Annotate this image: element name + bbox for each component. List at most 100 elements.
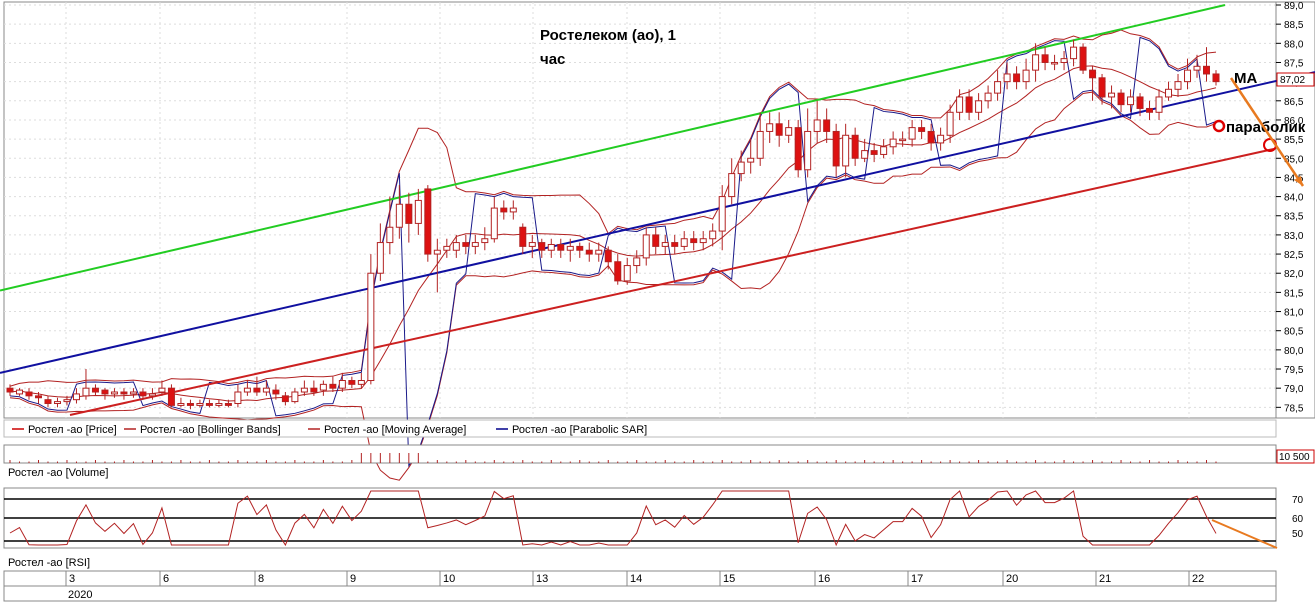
- price-axis-panel: [1275, 1, 1315, 419]
- candle-body: [709, 230, 717, 240]
- candle-body: [604, 249, 612, 263]
- candle-body: [1089, 69, 1097, 79]
- rsi-label: Ростел -ао [RSI]: [8, 557, 90, 569]
- candle-body: [728, 173, 736, 198]
- candle-body: [101, 389, 109, 395]
- trendline-lower: [69, 147, 1276, 416]
- candle-body: [1165, 88, 1173, 98]
- candle-body: [737, 161, 745, 175]
- candle-body: [1022, 69, 1030, 83]
- price-tick-label: 88,5: [1284, 20, 1304, 31]
- candle-body: [120, 391, 128, 395]
- price-tick-label: 78,5: [1284, 403, 1304, 414]
- candle-body: [338, 380, 346, 389]
- candle-body: [794, 127, 802, 171]
- candle-body: [1051, 61, 1059, 65]
- candle-body: [395, 203, 403, 228]
- candle-body: [1212, 73, 1220, 83]
- candle-body: [813, 119, 821, 132]
- price-tick-label: 87,5: [1284, 58, 1304, 69]
- price-tick-label: 85,5: [1284, 135, 1304, 146]
- candle-body: [34, 395, 42, 399]
- candle-body: [186, 403, 194, 406]
- horizontal-gridlines: [4, 4, 1276, 408]
- date-tick-label: 22: [1192, 573, 1204, 585]
- candle-body: [481, 238, 489, 244]
- date-tick-label: 3: [69, 573, 75, 585]
- candle-body: [1117, 92, 1125, 106]
- candle-body: [880, 146, 888, 155]
- candle-body: [889, 138, 897, 148]
- candle-body: [699, 238, 707, 244]
- date-tick-label: 14: [630, 573, 642, 585]
- candle-body: [595, 249, 603, 255]
- candle-body: [927, 130, 935, 144]
- candle-body: [224, 403, 232, 406]
- volume-value: 10 500: [1279, 452, 1310, 463]
- candle-body: [1155, 96, 1163, 113]
- candle-body: [205, 403, 213, 406]
- candle-body: [110, 391, 118, 395]
- date-tick-label: 20: [1006, 573, 1018, 585]
- candle-body: [680, 238, 688, 247]
- candle-body: [519, 226, 527, 247]
- candle-body: [671, 242, 679, 247]
- candle-body: [386, 226, 394, 244]
- price-tick-label: 83,5: [1284, 212, 1304, 223]
- legend-bar: [3, 419, 1277, 438]
- date-tick-label: 16: [818, 573, 830, 585]
- volume-axis-tag: [1276, 449, 1315, 464]
- parabolic-marker: [1212, 119, 1226, 133]
- candle-body: [1003, 73, 1011, 83]
- candle-body: [965, 96, 973, 113]
- candle-body: [585, 249, 593, 255]
- price-tick-label: 85,0: [1284, 154, 1304, 165]
- candle-body: [804, 130, 812, 171]
- candle-body: [1013, 73, 1021, 83]
- ma-annotation: МА: [1234, 70, 1257, 87]
- candle-body: [832, 130, 840, 167]
- date-tick-label: 9: [350, 573, 356, 585]
- rsi-line: [9, 490, 1217, 547]
- price-tick-label: 82,5: [1284, 250, 1304, 261]
- forecast-arrow-head: [1294, 176, 1303, 186]
- candle-body: [1136, 96, 1144, 109]
- candle-body: [452, 242, 460, 251]
- candle-body: [300, 387, 308, 393]
- candle-body: [443, 245, 451, 251]
- price-tick-label: 83,0: [1284, 231, 1304, 242]
- candle-body: [1193, 65, 1201, 71]
- volume-bars: [9, 453, 1217, 463]
- candle-body: [272, 389, 280, 395]
- candle-body: [842, 134, 850, 167]
- price-tick-label: 79,0: [1284, 384, 1304, 395]
- candle-body: [775, 123, 783, 136]
- price-tick-label: 80,5: [1284, 327, 1304, 338]
- candle-body: [367, 272, 375, 382]
- candle-body: [918, 127, 926, 132]
- candle-body: [623, 265, 631, 282]
- candle-body: [148, 393, 156, 397]
- candle-body: [215, 403, 223, 406]
- rsi-forecast-arrow: [1211, 519, 1278, 549]
- candle-body: [139, 391, 147, 397]
- candle-body: [63, 399, 71, 403]
- candle-body: [433, 249, 441, 255]
- price-tick-label: 82,0: [1284, 269, 1304, 280]
- current-price-label: 87,02: [1280, 75, 1305, 86]
- candle-body: [1174, 81, 1182, 90]
- legend-entry: Ростел -ао [Bollinger Bands]: [140, 424, 281, 436]
- candle-body: [1108, 92, 1116, 98]
- candle-body: [53, 401, 61, 405]
- candle-body: [566, 245, 574, 251]
- year-label: 2020: [68, 589, 92, 601]
- candle-body: [994, 81, 1002, 94]
- candle-body: [15, 389, 23, 395]
- price-tick-label: 84,0: [1284, 193, 1304, 204]
- candle-body: [319, 383, 327, 391]
- bollinger-lower: [9, 91, 1217, 481]
- date-tick-label: 6: [163, 573, 169, 585]
- candle-body: [44, 399, 52, 405]
- candle-body: [642, 234, 650, 259]
- candle-body: [167, 387, 175, 406]
